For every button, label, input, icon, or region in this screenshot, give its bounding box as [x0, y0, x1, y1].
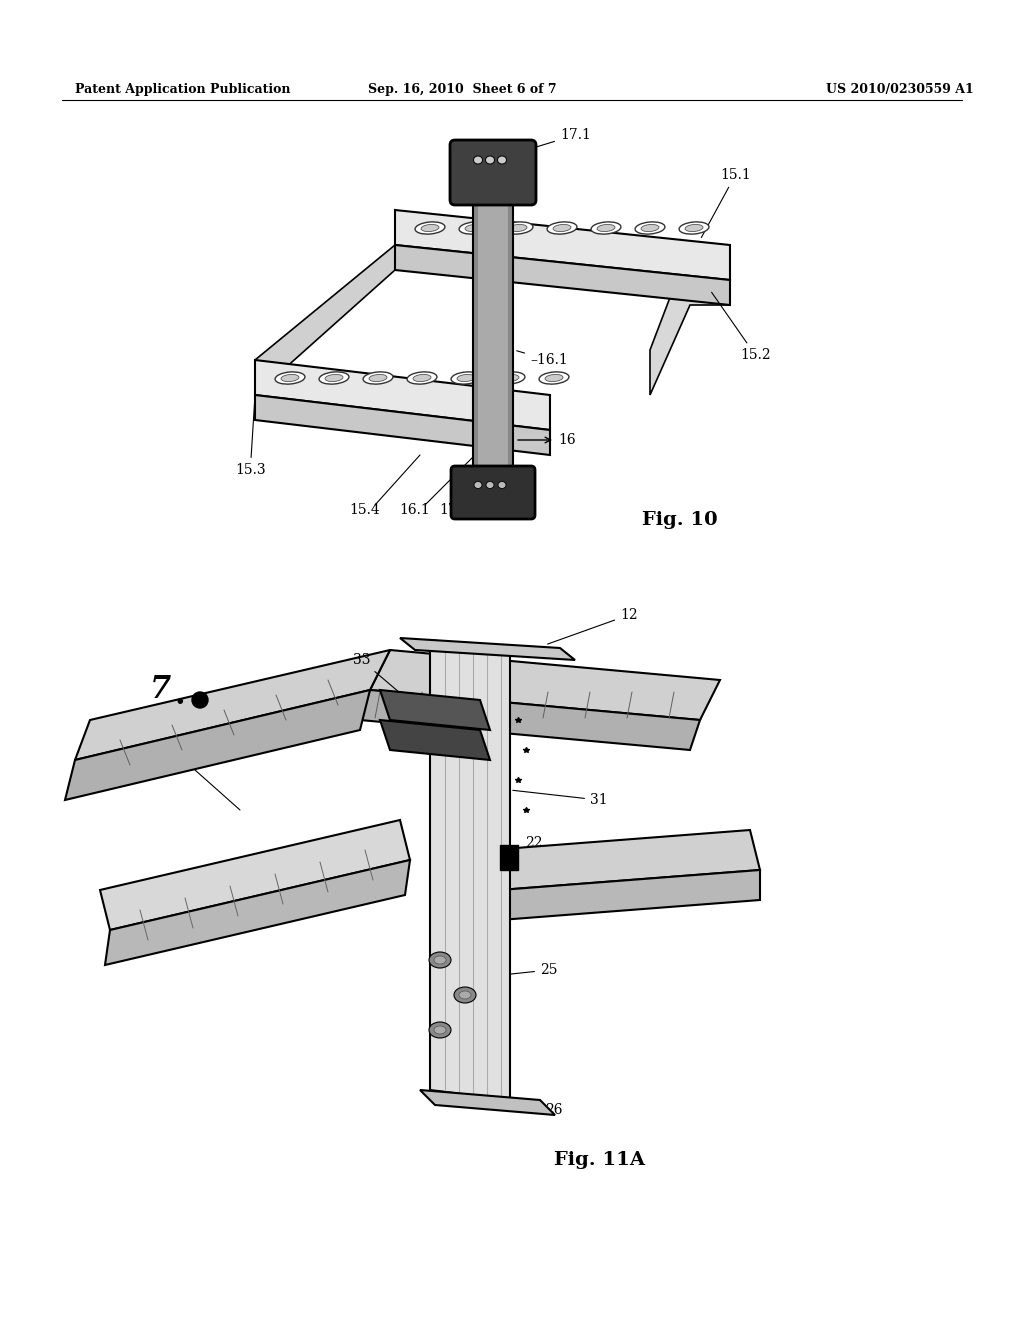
Ellipse shape	[591, 222, 621, 234]
Ellipse shape	[421, 224, 439, 231]
Ellipse shape	[503, 222, 532, 234]
Ellipse shape	[465, 224, 483, 231]
Polygon shape	[650, 246, 730, 395]
Ellipse shape	[474, 482, 482, 488]
Ellipse shape	[486, 482, 494, 488]
Ellipse shape	[679, 222, 709, 234]
Text: 25: 25	[458, 964, 557, 979]
Ellipse shape	[459, 991, 471, 999]
Text: Fig. 11A: Fig. 11A	[555, 1151, 645, 1170]
Text: 15.4: 15.4	[349, 503, 380, 517]
Ellipse shape	[501, 375, 519, 381]
Ellipse shape	[415, 222, 445, 234]
Polygon shape	[370, 649, 720, 719]
Text: 33: 33	[352, 653, 418, 709]
Ellipse shape	[641, 224, 659, 231]
Text: Fig. 10: Fig. 10	[642, 511, 718, 529]
Polygon shape	[473, 195, 513, 470]
Ellipse shape	[454, 987, 476, 1003]
Ellipse shape	[498, 482, 506, 488]
Text: 16.1: 16.1	[399, 503, 430, 517]
FancyBboxPatch shape	[451, 466, 535, 519]
Polygon shape	[500, 870, 760, 920]
Ellipse shape	[281, 375, 299, 381]
Ellipse shape	[545, 375, 563, 381]
FancyBboxPatch shape	[450, 140, 536, 205]
Ellipse shape	[369, 375, 387, 381]
Polygon shape	[420, 1090, 555, 1115]
Text: 31: 31	[513, 791, 607, 807]
Text: 15.2: 15.2	[712, 292, 771, 362]
Polygon shape	[380, 719, 490, 760]
Ellipse shape	[413, 375, 431, 381]
Circle shape	[193, 692, 208, 708]
Polygon shape	[395, 246, 730, 305]
Text: –16.1: –16.1	[517, 351, 567, 367]
Polygon shape	[395, 210, 730, 280]
Polygon shape	[105, 861, 410, 965]
Text: US 2010/0230559 A1: US 2010/0230559 A1	[826, 83, 974, 96]
Text: 12: 12	[548, 609, 638, 644]
Polygon shape	[255, 246, 395, 395]
Ellipse shape	[457, 375, 475, 381]
Bar	[500, 845, 518, 870]
Ellipse shape	[451, 372, 481, 384]
Text: 22: 22	[525, 836, 543, 850]
Text: .: .	[175, 680, 185, 710]
Polygon shape	[65, 690, 370, 800]
Polygon shape	[380, 690, 490, 730]
Polygon shape	[430, 640, 510, 1100]
Polygon shape	[490, 830, 760, 890]
Ellipse shape	[485, 156, 495, 164]
Ellipse shape	[319, 372, 349, 384]
Polygon shape	[75, 649, 390, 760]
Ellipse shape	[635, 222, 665, 234]
Ellipse shape	[473, 156, 482, 164]
Ellipse shape	[509, 224, 527, 231]
Ellipse shape	[275, 372, 305, 384]
Ellipse shape	[408, 372, 437, 384]
Ellipse shape	[434, 956, 446, 964]
Polygon shape	[478, 195, 508, 470]
Polygon shape	[255, 395, 550, 455]
Ellipse shape	[539, 372, 569, 384]
Polygon shape	[360, 690, 700, 750]
Text: 16: 16	[558, 433, 575, 447]
Ellipse shape	[364, 372, 393, 384]
Ellipse shape	[547, 222, 577, 234]
Ellipse shape	[685, 224, 702, 231]
Ellipse shape	[597, 224, 615, 231]
Ellipse shape	[429, 1022, 451, 1038]
Text: Sep. 16, 2010  Sheet 6 of 7: Sep. 16, 2010 Sheet 6 of 7	[368, 83, 556, 96]
Ellipse shape	[498, 156, 507, 164]
Text: 17.2: 17.2	[439, 503, 470, 517]
Polygon shape	[100, 820, 410, 931]
Text: 17.1: 17.1	[513, 128, 591, 154]
Text: Patent Application Publication: Patent Application Publication	[75, 83, 291, 96]
Polygon shape	[255, 360, 550, 430]
Text: 7: 7	[150, 675, 171, 705]
Ellipse shape	[429, 952, 451, 968]
Ellipse shape	[459, 222, 488, 234]
Polygon shape	[400, 638, 575, 660]
Ellipse shape	[495, 372, 525, 384]
Ellipse shape	[325, 375, 343, 381]
Ellipse shape	[553, 224, 571, 231]
Text: 15.1: 15.1	[701, 168, 751, 238]
Ellipse shape	[434, 1026, 446, 1034]
Text: 26: 26	[545, 1104, 562, 1117]
Text: 15.3: 15.3	[234, 397, 265, 477]
